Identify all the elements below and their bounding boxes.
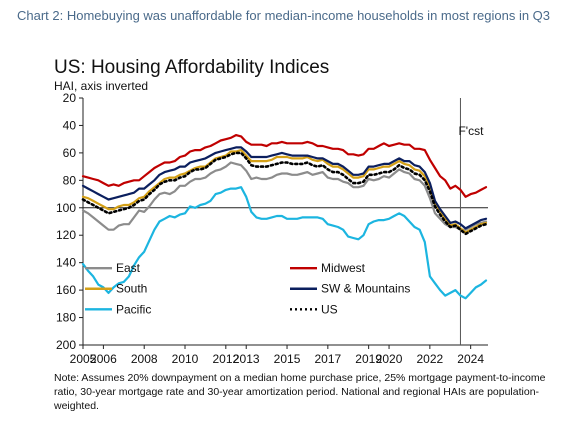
series-line-east bbox=[81, 161, 488, 231]
chart-caption: Chart 2: Homebuying was unaffordable for… bbox=[16, 8, 551, 23]
series-line-us bbox=[81, 151, 488, 236]
x-tick-label: 2005 bbox=[70, 352, 97, 366]
y-tick-label: 80 bbox=[63, 173, 77, 187]
chart-series bbox=[81, 134, 488, 300]
x-tick-label: 2006 bbox=[90, 352, 117, 366]
chart-footnote: Note: Assumes 20% downpayment on a media… bbox=[54, 372, 546, 412]
x-tick-label: 2024 bbox=[457, 352, 484, 366]
y-tick-label: 140 bbox=[56, 256, 76, 270]
series-line-sw-mountains bbox=[81, 146, 488, 230]
legend-label: East bbox=[116, 261, 141, 275]
forecast-label: F'cst bbox=[458, 124, 484, 138]
x-tick-label: 2022 bbox=[416, 352, 443, 366]
legend-label: Midwest bbox=[321, 261, 366, 275]
y-tick-label: 180 bbox=[56, 311, 76, 325]
x-tick-label: 2017 bbox=[314, 352, 341, 366]
y-tick-label: 60 bbox=[63, 146, 77, 160]
x-tick-label: 2020 bbox=[376, 352, 403, 366]
chart-title: US: Housing Affordability Indices bbox=[54, 57, 330, 78]
legend-label: SW & Mountains bbox=[321, 282, 410, 296]
series-line-midwest bbox=[81, 134, 488, 198]
x-tick-label: 2010 bbox=[172, 352, 199, 366]
series-line-south bbox=[81, 149, 488, 234]
y-tick-label: 120 bbox=[56, 228, 76, 242]
y-tick-label: 40 bbox=[63, 118, 77, 132]
x-tick-label: 2008 bbox=[131, 352, 158, 366]
legend-label: South bbox=[116, 282, 147, 296]
legend-label: Pacific bbox=[116, 302, 151, 316]
series-line-pacific bbox=[81, 186, 488, 300]
chart-legend: East Midwest South SW & Mountains Pacific US bbox=[85, 261, 410, 316]
x-tick-label: 2012 bbox=[212, 352, 239, 366]
x-tick-label: 2019 bbox=[355, 352, 382, 366]
legend-label: US bbox=[321, 302, 338, 316]
y-tick-label: 200 bbox=[56, 338, 76, 352]
x-tick-label: 2013 bbox=[233, 352, 260, 366]
x-tick-label: 2015 bbox=[274, 352, 301, 366]
y-tick-label: 20 bbox=[63, 91, 77, 105]
chart-subtitle: HAI, axis inverted bbox=[54, 79, 149, 93]
y-tick-label: 100 bbox=[56, 201, 76, 215]
y-tick-label: 160 bbox=[56, 283, 76, 297]
